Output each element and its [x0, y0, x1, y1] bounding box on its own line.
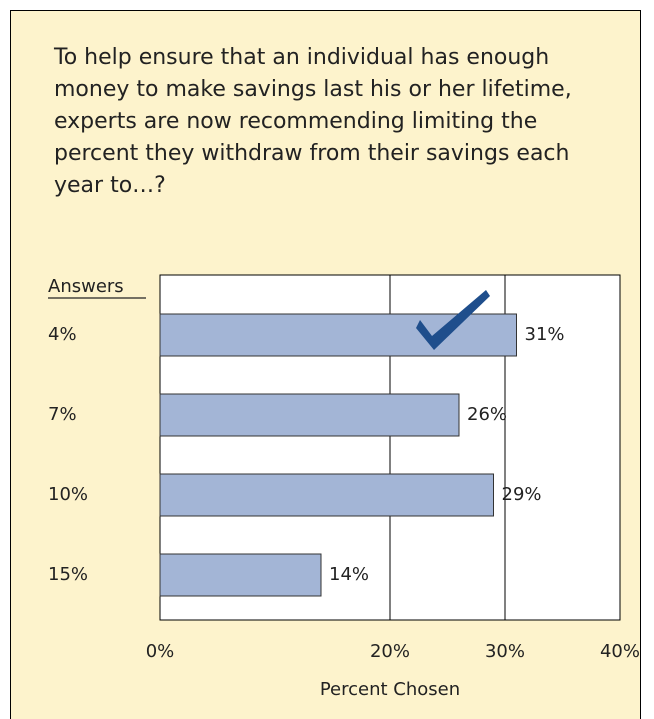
- category-label: 15%: [48, 564, 88, 585]
- x-tick-label: 20%: [370, 641, 410, 662]
- category-label: 4%: [48, 324, 77, 345]
- value-label: 31%: [525, 324, 565, 345]
- bar: [159, 473, 494, 517]
- value-label: 29%: [502, 484, 542, 505]
- category-label: 7%: [48, 404, 77, 425]
- question-text: To help ensure that an individual has en…: [54, 45, 572, 198]
- value-label: 14%: [329, 564, 369, 585]
- x-tick-label: 40%: [600, 641, 640, 662]
- bar: [159, 553, 322, 597]
- bar: [159, 393, 460, 437]
- answers-label: Answers: [48, 276, 124, 297]
- value-label: 26%: [467, 404, 507, 425]
- x-tick-label: 0%: [146, 641, 175, 662]
- checkmark: [416, 290, 490, 350]
- x-axis-label: Percent Chosen: [320, 679, 460, 700]
- x-tick-label: 30%: [485, 641, 525, 662]
- category-label: 10%: [48, 484, 88, 505]
